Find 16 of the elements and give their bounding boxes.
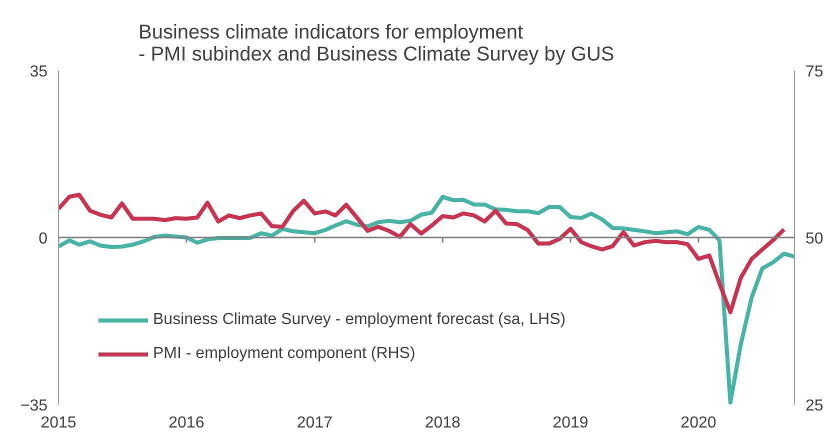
y-tick-label: 0 [38, 230, 48, 248]
legend-label: PMI - employment component (RHS) [153, 345, 416, 363]
y-tick-label: −35 [20, 398, 48, 414]
x-tick-label: 2019 [552, 414, 588, 432]
legend-label: Business Climate Survey - employment forecast (sa, LHS) [153, 311, 566, 329]
x-tick-label: 2016 [168, 414, 204, 432]
chart-title: Business climate indicators for employment - PMI subindex and Business Climate Survey by GUS [138, 22, 614, 66]
x-tick-label: 2015 [40, 414, 76, 432]
x-tick-label: 2018 [424, 414, 461, 432]
y-tick-label: 35 [30, 64, 48, 80]
x-tick-label: 2017 [296, 414, 333, 432]
x-tick-label: 2020 [680, 414, 716, 432]
y2-tick-label: 50 [806, 230, 824, 248]
y2-tick-label: 25 [806, 398, 824, 414]
y2-tick-label: 75 [806, 64, 824, 80]
line-series [58, 194, 794, 404]
